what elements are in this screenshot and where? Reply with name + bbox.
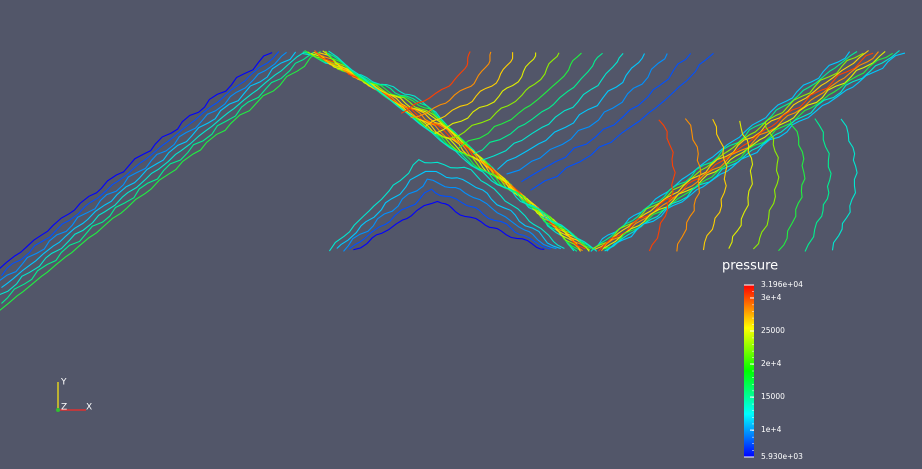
contour xyxy=(313,51,581,252)
contour xyxy=(804,118,832,252)
contour xyxy=(314,50,583,252)
contour xyxy=(497,53,645,170)
contour xyxy=(590,51,858,251)
contour xyxy=(521,53,692,183)
contour xyxy=(648,119,676,252)
contour xyxy=(336,170,562,250)
contour xyxy=(1,51,297,288)
contour xyxy=(304,50,580,251)
contour xyxy=(302,52,575,252)
contour xyxy=(530,52,714,191)
x-axis-label: X xyxy=(86,403,92,413)
contour xyxy=(702,118,728,251)
y-axis-label: Y xyxy=(60,378,67,388)
contour xyxy=(328,50,598,252)
contour xyxy=(302,51,578,252)
contour xyxy=(601,51,879,252)
contour xyxy=(752,121,780,250)
contour xyxy=(0,50,321,311)
contour xyxy=(0,52,273,269)
contour xyxy=(0,51,287,281)
contour xyxy=(410,51,492,119)
contour xyxy=(594,50,869,250)
contour xyxy=(327,52,595,251)
contour xyxy=(0,51,306,296)
contour-lines xyxy=(0,50,906,311)
contour xyxy=(1,51,280,277)
legend-min-label: 5.930e+03 xyxy=(761,452,803,461)
contour xyxy=(592,52,864,250)
contour xyxy=(676,118,702,252)
contour xyxy=(348,188,551,250)
axes-glyph: Y Z X xyxy=(56,378,92,413)
contour xyxy=(606,52,906,252)
legend-title: pressure xyxy=(722,259,778,274)
contour xyxy=(434,52,537,135)
color-bar xyxy=(744,285,754,457)
contour xyxy=(328,158,565,252)
contour xyxy=(506,53,668,175)
contour xyxy=(343,178,557,252)
contour xyxy=(473,52,603,155)
contour xyxy=(604,50,900,252)
legend-tick-label: 1e+4 xyxy=(761,425,782,434)
contour xyxy=(728,120,754,249)
legend-tick-label: 15000 xyxy=(761,392,785,401)
color-legend: pressure 3.196e+04 5.930e+03 3e+4 25000 2e+4… xyxy=(722,259,803,462)
contour xyxy=(590,51,851,252)
contour xyxy=(482,53,624,161)
contour xyxy=(602,50,886,250)
contour xyxy=(310,52,581,251)
legend-tick-label: 25000 xyxy=(761,326,785,335)
contour xyxy=(400,51,471,114)
contour xyxy=(449,52,560,140)
z-axis-arrow xyxy=(56,408,60,412)
legend-tick-label: 3e+4 xyxy=(761,293,782,302)
legend-tick-label: 2e+4 xyxy=(761,359,782,368)
contour xyxy=(326,52,592,250)
legend-max-label: 3.196e+04 xyxy=(761,280,803,289)
contour xyxy=(1,51,314,304)
contour xyxy=(458,52,582,149)
contour xyxy=(778,119,806,252)
contour xyxy=(424,52,514,128)
contour xyxy=(603,52,893,250)
contour xyxy=(598,52,874,252)
contour xyxy=(353,200,545,251)
z-axis-label: Z xyxy=(61,403,67,413)
contour xyxy=(831,118,858,251)
